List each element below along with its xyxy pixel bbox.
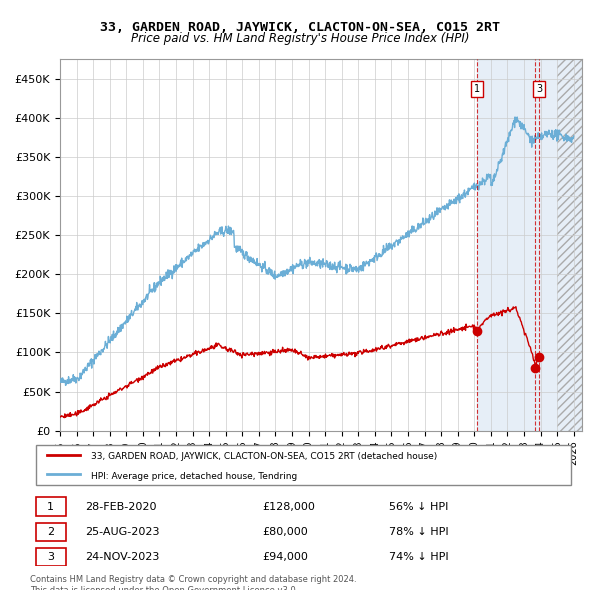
Text: Price paid vs. HM Land Registry's House Price Index (HPI): Price paid vs. HM Land Registry's House … [131,32,469,45]
FancyBboxPatch shape [35,497,66,516]
Text: 28-FEB-2020: 28-FEB-2020 [85,502,157,512]
Text: 24-NOV-2023: 24-NOV-2023 [85,552,160,562]
Text: 2: 2 [47,527,54,537]
Text: 3: 3 [536,84,542,94]
Text: 74% ↓ HPI: 74% ↓ HPI [389,552,448,562]
Text: 33, GARDEN ROAD, JAYWICK, CLACTON-ON-SEA, CO15 2RT (detached house): 33, GARDEN ROAD, JAYWICK, CLACTON-ON-SEA… [91,452,437,461]
Bar [477,59,582,431]
Text: £80,000: £80,000 [262,527,308,537]
Text: 3: 3 [47,552,54,562]
Text: 33, GARDEN ROAD, JAYWICK, CLACTON-ON-SEA, CO15 2RT: 33, GARDEN ROAD, JAYWICK, CLACTON-ON-SEA… [100,21,500,34]
FancyBboxPatch shape [35,523,66,541]
Text: 25-AUG-2023: 25-AUG-2023 [85,527,160,537]
FancyBboxPatch shape [35,548,66,566]
Text: 56% ↓ HPI: 56% ↓ HPI [389,502,448,512]
Text: 78% ↓ HPI: 78% ↓ HPI [389,527,448,537]
FancyBboxPatch shape [35,445,571,484]
Text: 1: 1 [47,502,54,512]
Bar [557,59,582,431]
Text: HPI: Average price, detached house, Tendring: HPI: Average price, detached house, Tend… [91,471,297,481]
Text: 1: 1 [474,84,480,94]
Bar [557,59,582,431]
Text: Contains HM Land Registry data © Crown copyright and database right 2024.
This d: Contains HM Land Registry data © Crown c… [30,575,356,590]
Text: £128,000: £128,000 [262,502,315,512]
Text: £94,000: £94,000 [262,552,308,562]
